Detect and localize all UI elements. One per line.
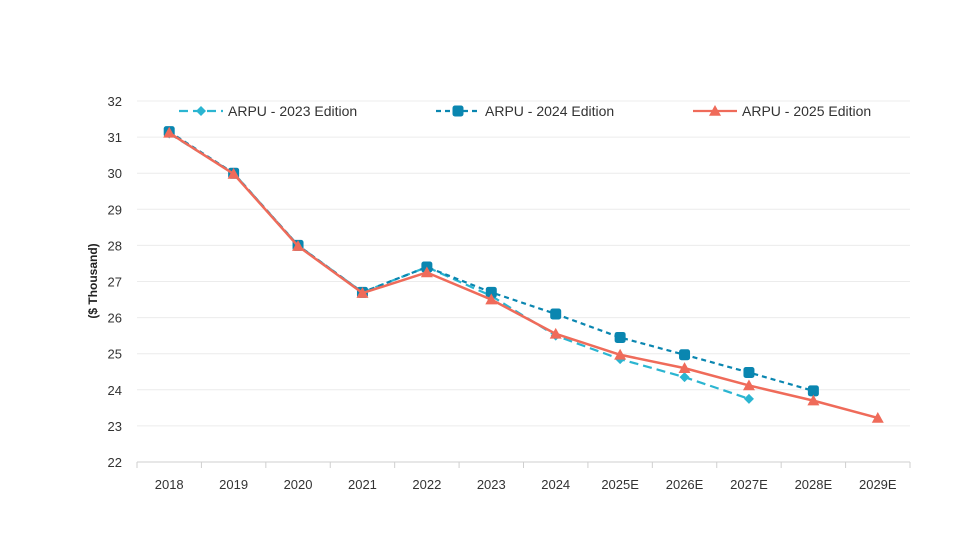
legend-item-3: ARPU - 2025 Edition [693,103,871,119]
data-point [807,385,819,397]
legend-label: ARPU - 2023 Edition [228,103,357,119]
x-tick-label: 2026E [666,477,704,492]
x-tick-label: 2024 [541,477,570,492]
data-point [871,411,884,423]
data-point [742,379,755,391]
y-tick-label: 29 [108,202,122,217]
y-tick-label: 22 [108,455,122,470]
x-tick-label: 2029E [859,477,897,492]
x-tick-label: 2025E [601,477,639,492]
data-point [485,293,498,305]
series-1 [164,128,754,404]
series-2 [163,126,819,397]
data-point [163,126,176,138]
x-tick-label: 2027E [730,477,768,492]
series-group [163,126,884,423]
data-point [679,372,690,383]
data-point [743,366,755,378]
x-tick-label: 2028E [795,477,833,492]
legend-marker [452,105,464,117]
x-tick-label: 2018 [155,477,184,492]
y-axis-label: ($ Thousand) [86,243,100,318]
series-3 [163,126,884,423]
y-tick-label: 23 [108,419,122,434]
series-line [168,132,750,400]
y-tick-label: 26 [108,311,122,326]
data-point [614,348,627,360]
x-tick-label: 2019 [219,477,248,492]
data-point [679,349,691,361]
data-point [292,240,305,251]
y-tick-label: 30 [108,166,122,181]
data-point [807,394,820,406]
series-line [168,131,879,420]
legend-label: ARPU - 2025 Edition [742,103,871,119]
data-point [614,331,626,343]
y-tick-label: 28 [108,238,122,253]
y-tick-label: 24 [108,383,122,398]
legend-item-1: ARPU - 2023 Edition [179,103,357,119]
data-point [549,327,562,339]
data-point [420,266,433,278]
series-line [168,130,814,392]
data-point [678,362,691,373]
data-point [485,286,497,298]
axis-ticks: 22 23 24 25 26 27 28 29 30 31 32 2018 2019 2020 2021 20… [108,94,897,492]
y-tick-label: 32 [108,94,122,109]
data-point [550,308,562,320]
legend-label: ARPU - 2024 Edition [485,103,614,119]
y-tick-label: 27 [108,275,122,290]
x-tick-label: 2023 [477,477,506,492]
x-tick-label: 2021 [348,477,377,492]
legend-marker [196,106,206,116]
legend-marker [709,105,721,116]
data-point [356,287,369,298]
x-tick-label: 2022 [412,477,441,492]
legend: ARPU - 2023 Edition ARPU - 2024 Edition AR… [179,103,871,119]
x-tick-label: 2020 [284,477,313,492]
data-point [743,393,754,404]
grid-lines [136,100,911,468]
data-point [227,167,240,179]
legend-item-2: ARPU - 2024 Edition [436,103,614,119]
y-tick-label: 31 [108,130,122,145]
y-tick-label: 25 [108,347,122,362]
